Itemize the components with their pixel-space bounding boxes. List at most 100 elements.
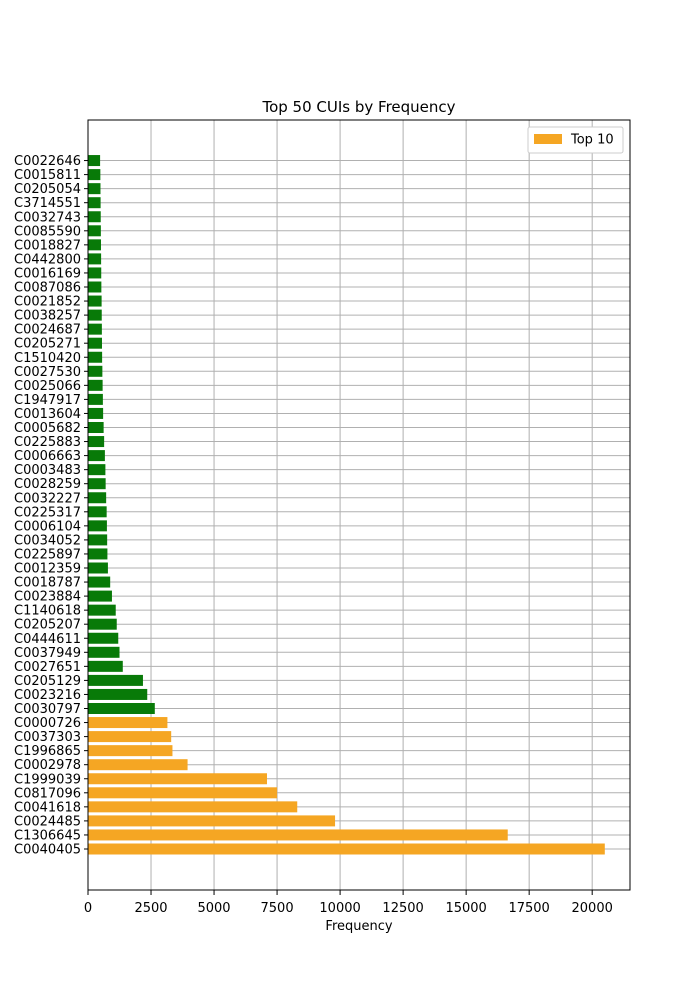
- bar-C0225883: [88, 436, 105, 448]
- bar-C0038257: [88, 309, 102, 321]
- y-tick-label: C0041618: [14, 800, 81, 815]
- y-tick-label: C0024485: [14, 814, 81, 829]
- x-tick-label: 17500: [508, 901, 549, 916]
- y-tick-label: C1140618: [14, 604, 81, 619]
- bar-C1947917: [88, 393, 103, 405]
- bar-C0040405: [88, 843, 605, 855]
- y-tick-label: C0012359: [14, 562, 81, 577]
- y-tick-label: C0087086: [14, 281, 81, 296]
- x-tick-label: 15000: [445, 901, 486, 916]
- x-tick-label: 12500: [382, 901, 423, 916]
- bar-C0442800: [88, 253, 102, 265]
- bar-C0006663: [88, 450, 105, 462]
- bar-C0027651: [88, 660, 123, 672]
- y-tick-label: C0225897: [14, 547, 81, 562]
- y-tick-label: C1947917: [14, 393, 81, 408]
- y-tick-label: C0030797: [14, 702, 81, 717]
- bar-C0817096: [88, 787, 278, 799]
- bars-group: [88, 155, 605, 855]
- y-tick-label: C0442800: [14, 252, 81, 267]
- y-tick-label: C0027651: [14, 660, 81, 675]
- bar-C0205129: [88, 674, 143, 686]
- y-tick-label: C0040405: [14, 843, 81, 858]
- y-tick-label: C0023216: [14, 688, 81, 703]
- y-tick-label: C1999039: [14, 772, 81, 787]
- y-tick-label: C0205054: [14, 182, 81, 197]
- bar-C0000726: [88, 717, 168, 729]
- x-tick-label: 10000: [319, 901, 360, 916]
- x-axis-label: Frequency: [325, 919, 392, 934]
- bar-C0021852: [88, 295, 102, 307]
- y-tick-label: C0205271: [14, 337, 81, 352]
- y-tick-label: C1306645: [14, 828, 81, 843]
- y-tick-label: C0444611: [14, 632, 81, 647]
- bar-C0027530: [88, 365, 103, 377]
- y-tick-label: C0022646: [14, 154, 81, 169]
- y-tick-label: C0013604: [14, 407, 81, 422]
- bar-C0023884: [88, 590, 112, 602]
- bar-C0030797: [88, 703, 155, 714]
- bar-C0024687: [88, 323, 102, 335]
- bar-C0025066: [88, 379, 103, 391]
- bar-C1510420: [88, 351, 103, 363]
- bar-C0085590: [88, 225, 101, 237]
- bar-C1306645: [88, 829, 508, 841]
- legend-box: [527, 126, 624, 154]
- bar-C0003483: [88, 464, 106, 476]
- y-tick-label: C0024687: [14, 323, 81, 338]
- y-tick-label: C0038257: [14, 309, 81, 324]
- y-tick-label: C0034052: [14, 533, 81, 548]
- bar-C0028259: [88, 478, 106, 490]
- x-axis-ticks: 0 2500 5000 7500 10000 12500 15000 17500 20000: [84, 890, 613, 916]
- bar-C0005682: [88, 422, 104, 433]
- bar-C0225897: [88, 548, 108, 560]
- x-tick-label: 2500: [134, 901, 167, 916]
- bar-C0022646: [88, 155, 101, 167]
- bar-C0225317: [88, 506, 107, 518]
- bar-C0041618: [88, 801, 298, 813]
- y-tick-label: C0006104: [14, 519, 81, 534]
- y-tick-label: C0205129: [14, 674, 81, 689]
- bar-C0002978: [88, 759, 188, 771]
- bar-C0034052: [88, 534, 108, 546]
- bar-C0087086: [88, 281, 102, 293]
- x-tick-label: 20000: [572, 901, 613, 916]
- bar-C0205054: [88, 183, 101, 195]
- bar-C1999039: [88, 773, 267, 785]
- y-tick-label: C0085590: [14, 224, 81, 239]
- y-tick-label: C0018787: [14, 576, 81, 591]
- bar-C0037303: [88, 731, 172, 743]
- bar-C0024485: [88, 815, 336, 827]
- bar-C0018787: [88, 576, 111, 588]
- y-tick-label: C0002978: [14, 758, 81, 773]
- bar-C0205271: [88, 337, 102, 349]
- y-tick-label: C0028259: [14, 477, 81, 492]
- chart-title: Top 50 CUIs by Frequency: [261, 98, 455, 116]
- bar-C0016169: [88, 267, 102, 279]
- bar-C0015811: [88, 169, 101, 181]
- y-tick-label: C0023884: [14, 590, 81, 605]
- bar-C1140618: [88, 604, 116, 616]
- y-tick-label: C0018827: [14, 238, 81, 253]
- y-tick-label: C0027530: [14, 365, 81, 380]
- y-tick-label: C0032743: [14, 210, 81, 225]
- bar-C0444611: [88, 632, 119, 644]
- y-tick-label: C0205207: [14, 618, 81, 633]
- x-tick-label: 7500: [261, 901, 294, 916]
- legend-swatch-top10: [534, 134, 562, 144]
- plot-frame: [87, 119, 631, 891]
- bar-C0037949: [88, 646, 120, 658]
- y-axis-ticks: C0040405C1306645C0024485C0041618C0817096…: [14, 154, 88, 858]
- bar-C1996865: [88, 745, 173, 757]
- y-tick-label: C0021852: [14, 295, 81, 310]
- y-tick-label: C1996865: [14, 744, 81, 759]
- y-tick-label: C1510420: [14, 351, 81, 366]
- bar-C0023216: [88, 688, 148, 700]
- y-tick-label: C0817096: [14, 786, 81, 801]
- bar-C0012359: [88, 562, 108, 574]
- y-tick-label: C0225883: [14, 435, 81, 450]
- bar-C0018827: [88, 239, 101, 251]
- bar-C0205207: [88, 618, 117, 630]
- legend: Top 10: [527, 126, 624, 154]
- y-tick-label: C0003483: [14, 463, 81, 478]
